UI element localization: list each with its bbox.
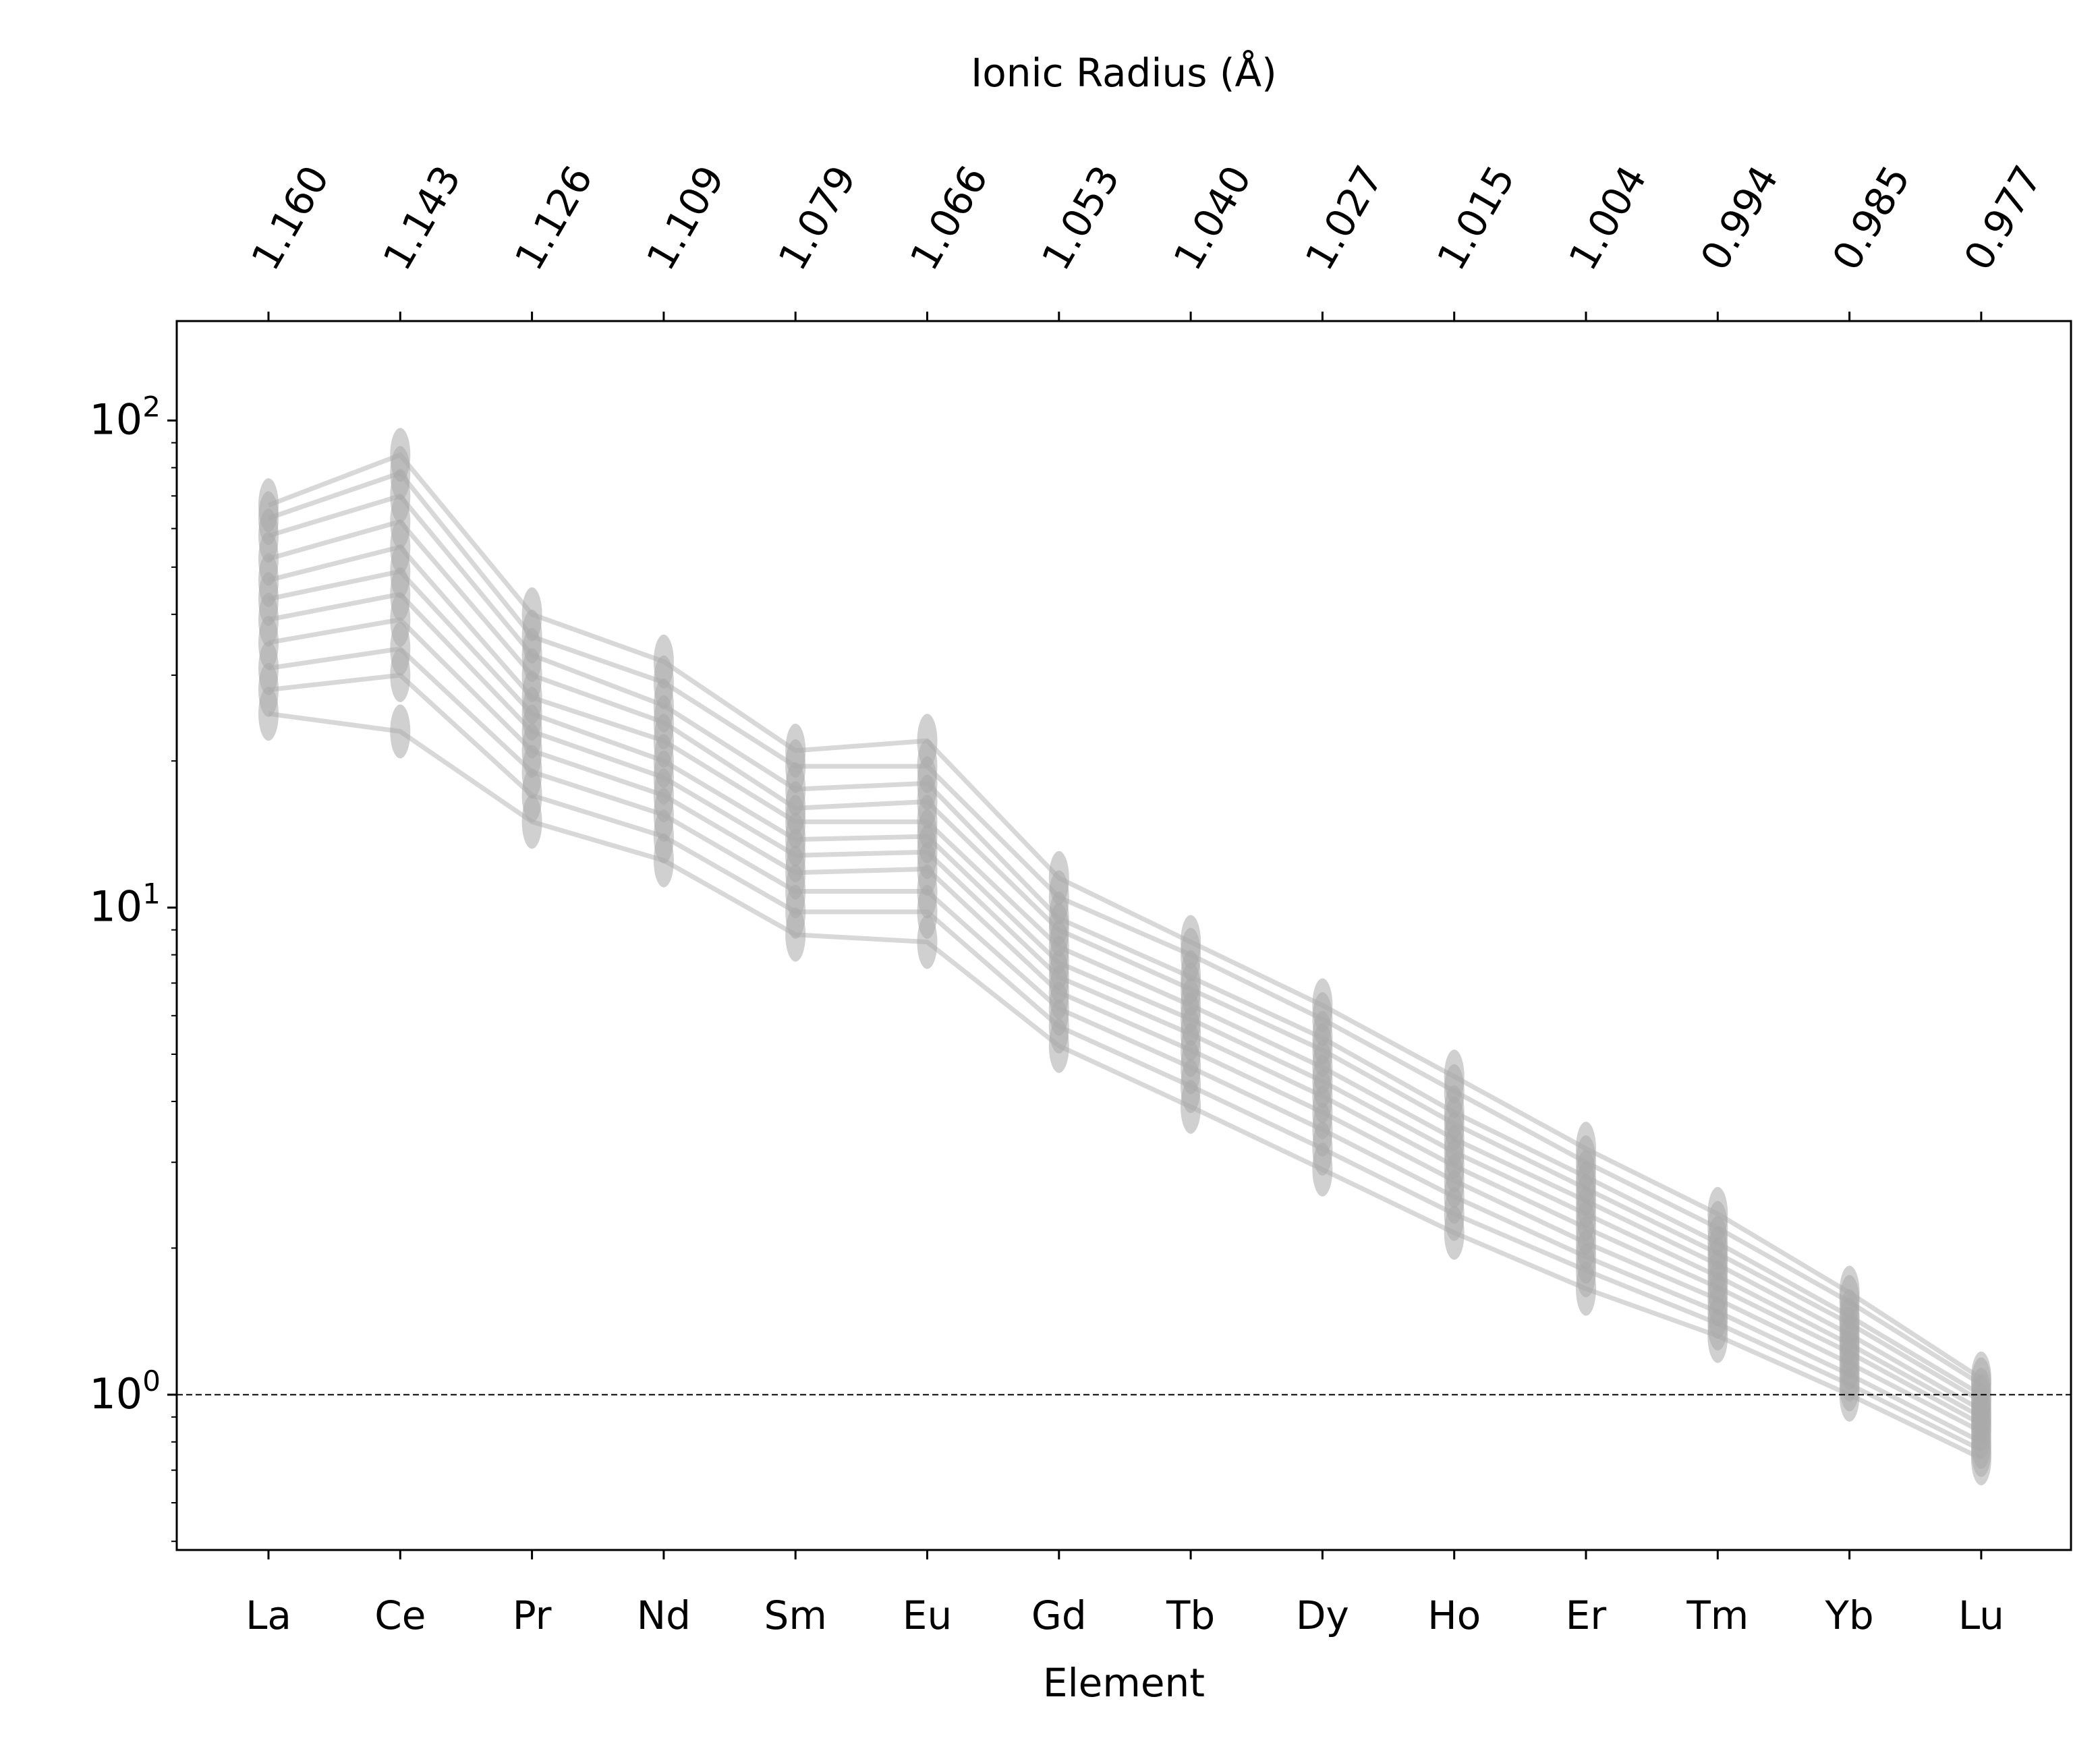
data-point bbox=[785, 907, 806, 962]
series-line bbox=[268, 544, 1983, 1412]
data-point bbox=[521, 587, 542, 641]
data-point bbox=[1312, 978, 1333, 1033]
x-tick-label: Pr bbox=[513, 1592, 552, 1638]
data-point bbox=[1048, 1018, 1069, 1073]
plot-frame bbox=[175, 320, 2072, 1551]
series-line bbox=[268, 617, 1983, 1434]
x-tick-label: Ho bbox=[1427, 1592, 1481, 1638]
y-tick-label: 100 bbox=[89, 1364, 161, 1418]
x-axis-label: Element bbox=[1043, 1660, 1205, 1706]
data-point bbox=[1576, 1261, 1596, 1316]
data-point bbox=[1707, 1186, 1728, 1241]
top-axis-label: Ionic Radius (Å) bbox=[971, 49, 1277, 96]
data-point bbox=[1707, 1309, 1728, 1363]
data-point bbox=[390, 704, 411, 759]
x-tick-label: Dy bbox=[1296, 1592, 1349, 1638]
y-tick-label: 102 bbox=[89, 390, 161, 444]
data-point bbox=[1181, 915, 1201, 969]
y-axis: 100 101 102 bbox=[89, 390, 177, 1543]
x-tick-label: Tm bbox=[1686, 1592, 1749, 1638]
data-point bbox=[653, 833, 674, 888]
x-tick-label: Er bbox=[1566, 1592, 1607, 1638]
data-point bbox=[1444, 1050, 1465, 1104]
data-point bbox=[653, 634, 674, 689]
series-line bbox=[268, 711, 1983, 1461]
series-line bbox=[268, 519, 1983, 1404]
x-tick-label: Nd bbox=[637, 1592, 691, 1638]
x-axis-bottom: La Ce Pr Nd Sm Eu Gd Tb Dy Ho Er Tm Yb Lu bbox=[246, 1550, 2004, 1638]
series-line bbox=[268, 672, 1983, 1452]
series-line bbox=[267, 452, 1983, 1381]
series-line bbox=[268, 569, 1983, 1419]
data-point bbox=[390, 648, 411, 702]
points-layer bbox=[258, 428, 1991, 1486]
x-tick-label: Sm bbox=[764, 1592, 827, 1638]
data-point bbox=[390, 428, 411, 482]
data-point bbox=[1970, 1351, 1991, 1406]
data-point bbox=[521, 795, 542, 849]
data-point bbox=[258, 687, 279, 741]
series-line bbox=[268, 592, 1983, 1427]
x-tick-label: Eu bbox=[903, 1592, 952, 1638]
x-tick-label: La bbox=[246, 1592, 291, 1638]
data-point bbox=[1312, 1142, 1333, 1197]
data-point bbox=[785, 723, 806, 778]
data-point bbox=[1181, 1079, 1201, 1134]
x-tick-label: Yb bbox=[1824, 1592, 1873, 1638]
series-layer bbox=[267, 452, 1983, 1461]
data-point bbox=[1048, 851, 1069, 905]
data-point bbox=[1444, 1205, 1465, 1260]
series-line bbox=[267, 470, 1983, 1387]
data-point bbox=[1839, 1265, 1860, 1320]
data-point bbox=[1970, 1431, 1991, 1486]
data-point bbox=[1576, 1122, 1596, 1176]
data-point bbox=[917, 915, 938, 969]
x-tick-label: Gd bbox=[1031, 1592, 1087, 1638]
data-point bbox=[917, 714, 938, 768]
x-tick-label: Ce bbox=[374, 1592, 426, 1638]
series-line bbox=[268, 646, 1983, 1444]
series-line bbox=[267, 493, 1983, 1397]
y-tick-label: 101 bbox=[89, 878, 161, 931]
data-point bbox=[258, 478, 279, 532]
x-tick-label: Tb bbox=[1166, 1592, 1215, 1638]
x-tick-label: Lu bbox=[1958, 1592, 2004, 1638]
